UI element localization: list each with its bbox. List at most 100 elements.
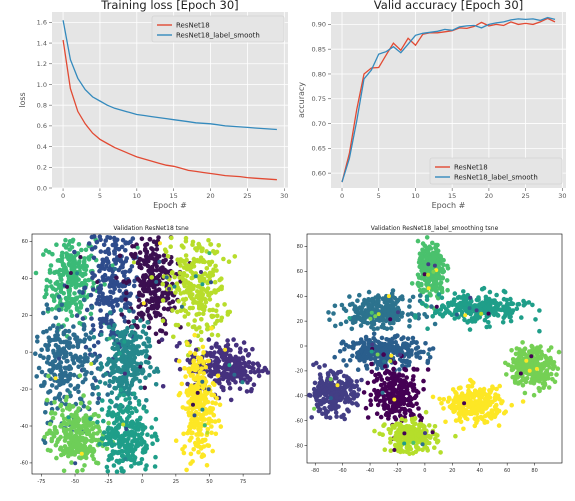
scatter-point <box>124 305 130 311</box>
scatter-point <box>364 299 369 304</box>
scatter-point <box>387 345 393 351</box>
scatter-point <box>313 394 319 400</box>
scatter-point <box>100 278 106 283</box>
scatter-point <box>126 319 131 325</box>
scatter-point <box>147 343 153 349</box>
scatter-point <box>53 376 58 381</box>
scatter-point <box>249 365 255 371</box>
scatter-point <box>82 448 88 454</box>
scatter-point <box>33 270 39 276</box>
scatter-point <box>407 318 413 323</box>
scatter-point <box>186 322 191 327</box>
scatter-point <box>317 387 322 393</box>
scatter-point <box>399 382 405 387</box>
scatter-point <box>141 324 147 329</box>
scatter-point <box>388 436 393 442</box>
resnet18-tsne-plot: Validation ResNet18 tsne-75 -50 -25 0 25 50 75… <box>20 225 271 485</box>
scatter-cluster-2 <box>413 285 542 334</box>
scatter-point <box>94 460 99 466</box>
scatter-point <box>90 453 95 459</box>
x-axis-label: Epoch # <box>153 201 187 210</box>
scatter-point <box>144 349 149 354</box>
scatter-point <box>473 303 479 309</box>
scatter-point <box>206 387 211 392</box>
scatter-point <box>132 437 137 442</box>
legend-label: ResNet18_label_smooth <box>176 32 260 40</box>
scatter-point <box>388 410 394 415</box>
scatter-point <box>71 372 77 378</box>
scatter-point <box>468 311 473 317</box>
scatter-point <box>107 383 112 389</box>
scatter-point <box>537 328 542 334</box>
scatter-point <box>369 299 375 304</box>
scatter-point <box>44 397 50 403</box>
scatter-point <box>130 236 136 241</box>
scatter-point <box>67 402 72 408</box>
scatter-point <box>200 379 205 384</box>
scatter-point <box>153 454 158 460</box>
scatter-point <box>347 302 353 308</box>
scatter-point <box>152 464 158 469</box>
scatter-point <box>501 296 507 302</box>
scatter-point <box>462 317 467 323</box>
y-tick-label: 0 <box>25 350 28 356</box>
scatter-point <box>123 397 128 402</box>
scatter-point <box>381 393 387 399</box>
scatter-point <box>181 450 187 456</box>
scatter-point <box>219 384 225 390</box>
scatter-point <box>210 400 215 406</box>
scatter-point <box>404 375 410 380</box>
scatter-point <box>153 382 159 387</box>
y-tick-label: 20 <box>297 319 303 325</box>
scatter-point <box>236 372 241 377</box>
scatter-point <box>109 318 114 324</box>
scatter-point <box>477 305 483 311</box>
scatter-point <box>537 379 542 384</box>
legend-label: ResNet18 <box>176 22 210 30</box>
scatter-point <box>224 373 229 379</box>
scatter-point <box>62 378 68 384</box>
scatter-point <box>149 434 155 439</box>
scatter-point <box>51 294 56 300</box>
scatter-point <box>70 261 76 267</box>
scatter-point <box>387 303 393 309</box>
scatter-point <box>197 369 203 375</box>
scatter-point <box>127 293 132 298</box>
scatter-point <box>110 304 116 310</box>
scatter-point <box>201 375 206 381</box>
scatter-point <box>197 276 202 281</box>
scatter-point <box>209 430 214 436</box>
scatter-point <box>126 436 131 442</box>
scatter-point <box>329 386 335 392</box>
scatter-point <box>63 307 69 313</box>
scatter-point <box>188 451 194 457</box>
scatter-point <box>117 288 122 294</box>
scatter-point <box>107 405 112 411</box>
scatter-point <box>131 352 136 358</box>
scatter-point <box>420 247 425 253</box>
scatter-point <box>134 366 140 371</box>
scatter-point <box>66 256 71 262</box>
scatter-point <box>196 305 202 311</box>
scatter-point <box>456 417 462 423</box>
scatter-point <box>338 395 344 401</box>
scatter-point <box>94 239 100 245</box>
scatter-point <box>195 442 201 448</box>
scatter-point <box>73 449 79 455</box>
scatter-point <box>226 366 232 372</box>
y-tick-label: 0.65 <box>312 145 326 153</box>
scatter-point <box>39 347 44 353</box>
scatter-point <box>216 243 221 248</box>
scatter-point <box>54 242 59 247</box>
scatter-point <box>487 289 493 295</box>
scatter-point <box>414 353 420 358</box>
scatter-point <box>413 346 419 351</box>
scatter-point <box>132 425 137 431</box>
scatter-point <box>74 305 80 311</box>
scatter-point <box>407 298 413 303</box>
scatter-point <box>170 308 175 313</box>
scatter-point <box>162 247 168 252</box>
scatter-point <box>550 361 555 366</box>
scatter-point <box>497 383 503 389</box>
